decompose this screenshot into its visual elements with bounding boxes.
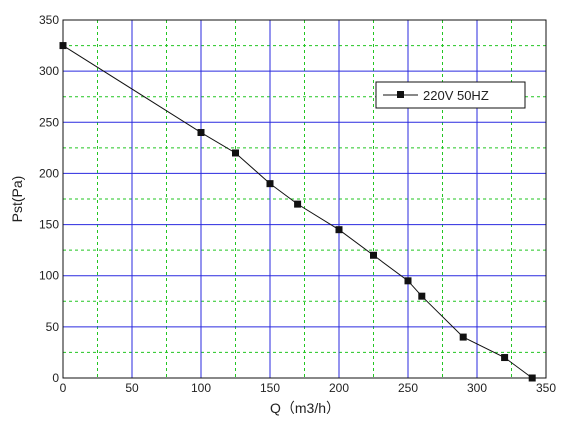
data-point-marker bbox=[459, 333, 467, 341]
legend: 220V 50HZ bbox=[375, 81, 526, 109]
x-tick-labels: 0 50 100 150 200 250 300 350 bbox=[60, 381, 557, 395]
data-point-marker bbox=[501, 354, 509, 362]
y-axis-title: Pst(Pa) bbox=[9, 176, 25, 223]
y-tick-label: 100 bbox=[39, 269, 59, 283]
x-tick-label: 100 bbox=[191, 381, 211, 395]
y-tick-labels: 0 50 100 150 200 250 300 350 bbox=[39, 13, 59, 385]
y-tick-label: 0 bbox=[52, 371, 59, 385]
data-point-marker bbox=[528, 374, 536, 382]
data-point-marker bbox=[404, 277, 412, 285]
plot-frame bbox=[62, 19, 547, 379]
data-point-marker bbox=[294, 200, 302, 208]
y-tick-label: 350 bbox=[39, 13, 59, 27]
x-tick-label: 0 bbox=[60, 381, 67, 395]
y-tick-label: 250 bbox=[39, 115, 59, 129]
data-point-marker bbox=[335, 226, 343, 234]
data-point-marker bbox=[232, 149, 239, 157]
x-tick-label: 300 bbox=[467, 381, 487, 395]
data-point-marker bbox=[418, 292, 426, 300]
legend-label: 220V 50HZ bbox=[423, 88, 489, 103]
y-tick-label: 200 bbox=[39, 166, 59, 180]
x-tick-label: 250 bbox=[398, 381, 418, 395]
data-point-marker bbox=[197, 129, 205, 137]
x-tick-label: 200 bbox=[329, 381, 349, 395]
y-tick-label: 50 bbox=[46, 320, 60, 334]
data-point-marker bbox=[266, 180, 274, 188]
legend-marker-swatch bbox=[397, 91, 404, 98]
y-tick-label: 150 bbox=[39, 218, 59, 232]
data-point-marker bbox=[370, 251, 377, 259]
x-tick-label: 150 bbox=[260, 381, 280, 395]
x-axis-title: Q（m3/h） bbox=[270, 400, 340, 416]
x-tick-label: 50 bbox=[125, 381, 139, 395]
x-tick-label: 350 bbox=[536, 381, 556, 395]
data-point-marker bbox=[59, 42, 67, 50]
y-tick-label: 300 bbox=[39, 64, 59, 78]
series-line bbox=[62, 45, 533, 379]
series-layer bbox=[59, 42, 536, 382]
